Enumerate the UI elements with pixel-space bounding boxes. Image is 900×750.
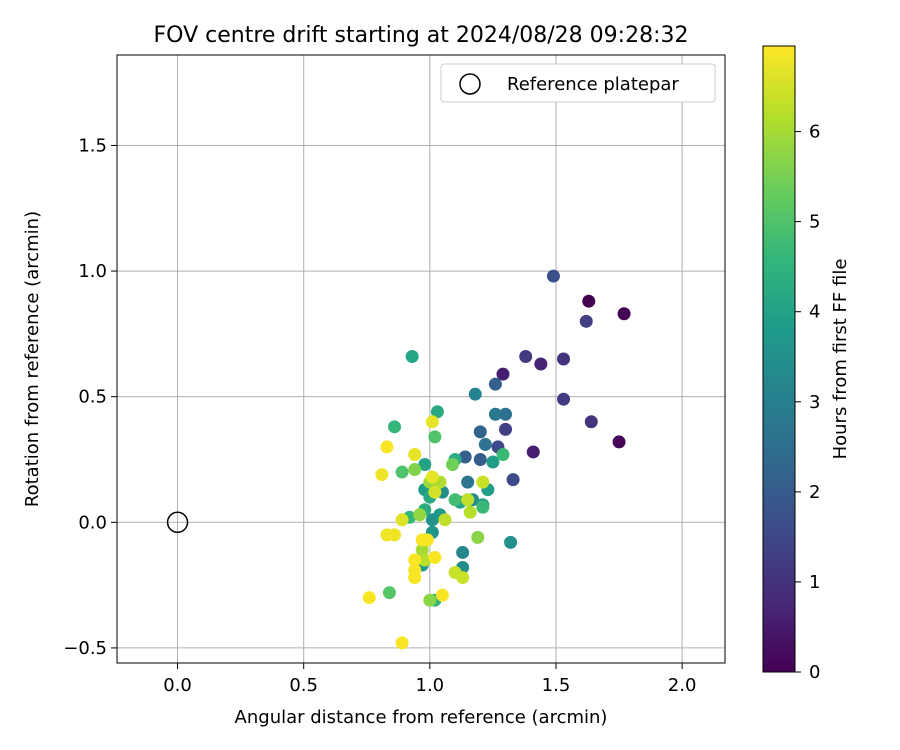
- chart-title: FOV centre drift starting at 2024/08/28 …: [154, 23, 689, 48]
- colorbar-tick-label: 1: [809, 572, 820, 593]
- plot-frame: [116, 54, 726, 664]
- colorbar-tick-label: 3: [809, 392, 820, 413]
- colorbar-tick-label: 5: [809, 212, 820, 233]
- scatter-point: [557, 352, 571, 366]
- y-tick-label: −0.5: [63, 638, 107, 659]
- scatter-point: [380, 440, 394, 454]
- scatter-point: [425, 470, 439, 484]
- reference-point-marker: [166, 511, 189, 534]
- y-gridlines: [117, 144, 725, 649]
- scatter-point: [428, 430, 442, 444]
- legend: Reference platepar: [440, 63, 716, 103]
- x-axis-ticks: 0.0 0.5 1.0 1.5 2.0: [163, 663, 696, 696]
- scatter-point: [476, 475, 490, 489]
- scatter-point: [488, 377, 502, 391]
- scatter-point: [478, 437, 492, 451]
- scatter-point: [405, 349, 419, 363]
- scatter-point: [463, 505, 477, 519]
- scatter-point: [461, 493, 475, 507]
- legend-box: [440, 63, 716, 103]
- x-tick-label: 0.0: [163, 675, 192, 696]
- scatter-point: [458, 450, 472, 464]
- y-tick-label: 0.5: [78, 387, 107, 408]
- scatter-point: [388, 420, 402, 434]
- y-tick-label: 1.0: [78, 261, 107, 282]
- colorbar-label: Hours from first FF file: [830, 259, 851, 460]
- x-tick-label: 0.5: [289, 675, 318, 696]
- scatter-point: [546, 269, 560, 283]
- scatter-point: [488, 407, 502, 421]
- scatter-point: [456, 545, 470, 559]
- y-tick-label: 1.5: [78, 135, 107, 156]
- scatter-point: [617, 307, 631, 321]
- scatter-point: [446, 458, 460, 472]
- scatter-point: [395, 513, 409, 527]
- scatter-point: [420, 533, 434, 547]
- scatter-point: [526, 445, 540, 459]
- scatter-point: [415, 543, 429, 557]
- scatter-point: [418, 553, 432, 567]
- scatter-point: [496, 447, 510, 461]
- scatter-point: [534, 357, 548, 371]
- scatter-point: [519, 349, 533, 363]
- scatter-point: [499, 407, 513, 421]
- scatter-point: [504, 535, 518, 549]
- scatter-point: [461, 475, 475, 489]
- scatter-point: [473, 425, 487, 439]
- scatter-point: [448, 493, 462, 507]
- scatter-point: [408, 571, 422, 585]
- scatter-point: [468, 387, 482, 401]
- scatter-point: [395, 636, 409, 650]
- scatter-point: [362, 591, 376, 605]
- scatter-point: [579, 314, 593, 328]
- colorbar-tick-label: 4: [809, 302, 820, 323]
- x-tick-label: 1.5: [542, 675, 571, 696]
- legend-entry-reference-platepar: Reference platepar: [507, 74, 679, 95]
- legend-open-circle-icon: [459, 73, 481, 95]
- scatter-point: [423, 593, 437, 607]
- scatter-point: [612, 435, 626, 449]
- x-tick-label: 2.0: [668, 675, 697, 696]
- scatter-point: [408, 553, 422, 567]
- scatter-point: [428, 485, 442, 499]
- scatter-point: [584, 415, 598, 429]
- scatter-point: [380, 528, 394, 542]
- scatter-point: [435, 588, 449, 602]
- x-tick-label: 1.0: [416, 675, 445, 696]
- scatter-point: [408, 463, 422, 477]
- scatter-point: [430, 405, 444, 419]
- scatter-point: [499, 422, 513, 436]
- scatter-point: [375, 468, 389, 482]
- scatter-point: [496, 367, 510, 381]
- scatter-point: [448, 566, 462, 580]
- scatter-point: [582, 294, 596, 308]
- scatter-points: [362, 269, 631, 650]
- scatter-point: [506, 473, 520, 487]
- scatter-point: [382, 586, 396, 600]
- x-gridlines: [177, 55, 683, 663]
- scatter-point: [557, 392, 571, 406]
- colorbar-tick-label: 6: [809, 122, 820, 143]
- scatter-point: [438, 513, 452, 527]
- colorbar-ticks: 0 1 2 3 4 5 6: [795, 122, 820, 683]
- scatter-point: [413, 508, 427, 522]
- scatter-point: [471, 530, 485, 544]
- colorbar-tick-label: 2: [809, 482, 820, 503]
- scatter-point: [418, 458, 432, 472]
- y-tick-label: 0.0: [78, 512, 107, 533]
- scatter-point: [486, 455, 500, 469]
- scatter-point: [476, 500, 490, 514]
- scatter-point: [425, 415, 439, 429]
- y-axis-label: Rotation from reference (arcmin): [22, 211, 43, 507]
- scatter-point: [428, 550, 442, 564]
- scatter-point: [473, 452, 487, 466]
- x-axis-label: Angular distance from reference (arcmin): [235, 707, 608, 728]
- colorbar: [762, 45, 796, 673]
- scatter-point: [395, 465, 409, 479]
- colorbar-tick-label: 0: [809, 662, 820, 683]
- y-axis-ticks: −0.5 0.0 0.5 1.0 1.5: [63, 135, 117, 659]
- scatter-point: [408, 447, 422, 461]
